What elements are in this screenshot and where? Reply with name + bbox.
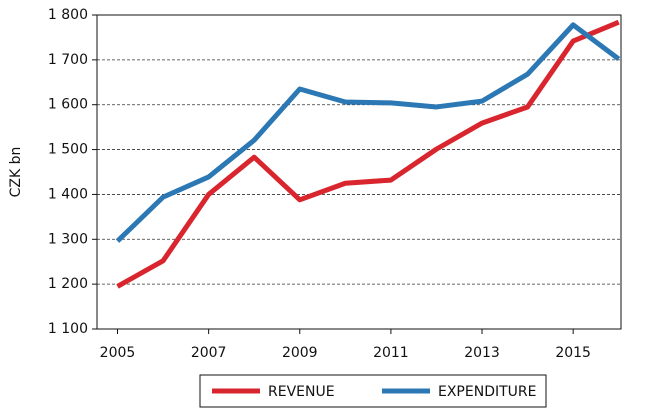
y-tick-label: 1 300 — [48, 231, 88, 247]
y-tick-label: 1 800 — [48, 7, 88, 23]
legend-label: REVENUE — [268, 384, 335, 400]
y-tick-label: 1 100 — [48, 321, 88, 337]
x-tick-label: 2011 — [373, 345, 409, 361]
line-series — [116, 19, 620, 289]
plot-frame — [96, 14, 622, 330]
x-tick-label: 2007 — [191, 345, 227, 361]
legend-label: EXPENDITURE — [438, 384, 536, 400]
line-series — [115, 22, 621, 243]
x-tick-label: 2015 — [555, 345, 591, 361]
y-tick-label: 1 600 — [48, 97, 88, 113]
y-tick-label: 1 500 — [48, 142, 88, 158]
x-tick-label: 2009 — [282, 345, 318, 361]
y-tick-label: 1 700 — [48, 52, 88, 68]
x-tick-label: 2005 — [100, 345, 136, 361]
y-axis-label: CZK bn — [8, 147, 24, 198]
x-tick-label: 2013 — [464, 345, 500, 361]
y-tick-label: 1 200 — [48, 276, 88, 292]
y-tick-label: 1 400 — [48, 186, 88, 202]
